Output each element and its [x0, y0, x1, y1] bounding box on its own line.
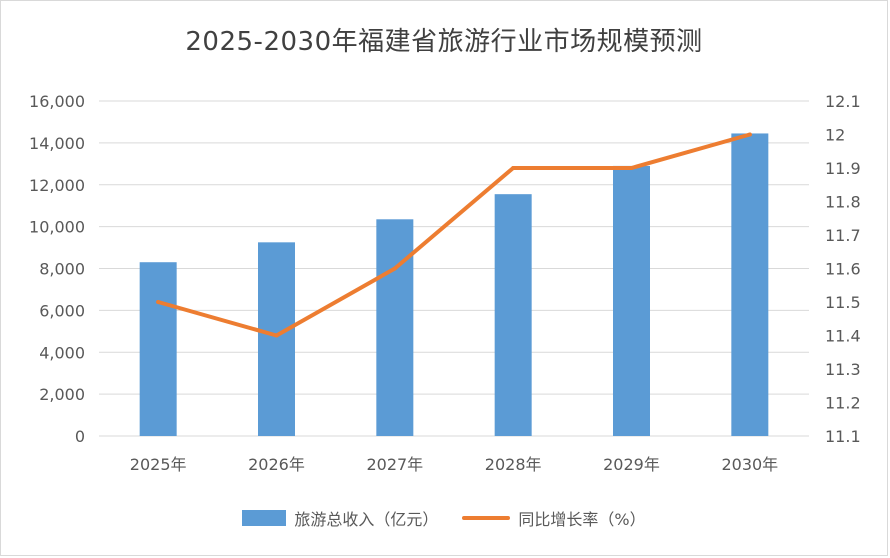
legend-item-growth: 同比增长率（%）	[462, 506, 646, 530]
legend-line-swatch	[462, 516, 511, 520]
growth-rate-point	[156, 300, 161, 304]
right-tick-label: 12	[825, 126, 845, 145]
left-tick-label: 14,000	[29, 134, 85, 153]
right-tick-label: 11.4	[825, 327, 861, 346]
category-label: 2027年	[366, 455, 423, 474]
revenue-bar	[376, 219, 414, 436]
right-tick-label: 11.9	[825, 159, 861, 178]
left-axis-ticks: 0 2,000 4,000 6,000 8,000 10,000 12,000 14,000 1…	[29, 92, 85, 446]
gridlines	[99, 100, 809, 437]
legend-label-growth: 同比增长率（%）	[518, 510, 646, 529]
growth-rate-point	[511, 166, 516, 170]
right-tick-label: 11.1	[825, 427, 861, 446]
category-label: 2028年	[485, 455, 542, 474]
right-tick-label: 11.3	[825, 360, 861, 379]
category-label: 2029年	[603, 455, 660, 474]
right-axis-ticks: 11.1 11.2 11.3 11.4 11.5 11.6 11.7 11.8 11.9 12 12…	[825, 92, 861, 446]
revenue-bar	[494, 194, 532, 436]
revenue-bar	[613, 165, 650, 436]
left-tick-label: 4,000	[39, 343, 85, 362]
category-label: 2025年	[130, 455, 187, 474]
bar-series	[139, 133, 769, 436]
growth-rate-point	[392, 266, 397, 271]
revenue-bar	[258, 242, 295, 436]
growth-rate-point	[274, 333, 279, 338]
left-tick-label: 2,000	[39, 385, 85, 404]
right-tick-label: 12.1	[825, 92, 861, 111]
revenue-bar	[731, 133, 769, 436]
revenue-bar	[139, 262, 177, 436]
left-tick-label: 10,000	[29, 218, 85, 237]
right-tick-label: 11.7	[825, 226, 861, 245]
right-tick-label: 11.8	[825, 193, 861, 212]
growth-rate-line	[156, 132, 752, 338]
legend-bar-swatch	[242, 510, 287, 526]
chart-title: 2025-2030年福建省旅游行业市场规模预测	[185, 27, 703, 57]
category-labels: 2025年 2026年 2027年 2028年 2029年 2030年	[130, 455, 778, 474]
legend-label-revenue: 旅游总收入（亿元）	[294, 510, 439, 529]
category-label: 2030年	[721, 455, 778, 474]
category-label: 2026年	[248, 455, 305, 474]
left-tick-label: 12,000	[29, 176, 85, 195]
left-tick-label: 0	[75, 427, 85, 446]
left-tick-label: 8,000	[39, 260, 85, 279]
growth-rate-point	[747, 132, 752, 137]
right-tick-label: 11.5	[825, 293, 861, 312]
legend: 旅游总收入（亿元） 同比增长率（%）	[1, 506, 887, 530]
right-tick-label: 11.6	[825, 260, 861, 279]
left-tick-label: 16,000	[29, 92, 85, 111]
left-tick-label: 6,000	[39, 301, 85, 320]
legend-item-revenue: 旅游总收入（亿元）	[242, 506, 438, 530]
growth-rate-point	[629, 166, 634, 170]
line-series	[156, 132, 752, 338]
right-tick-label: 11.2	[825, 394, 861, 413]
